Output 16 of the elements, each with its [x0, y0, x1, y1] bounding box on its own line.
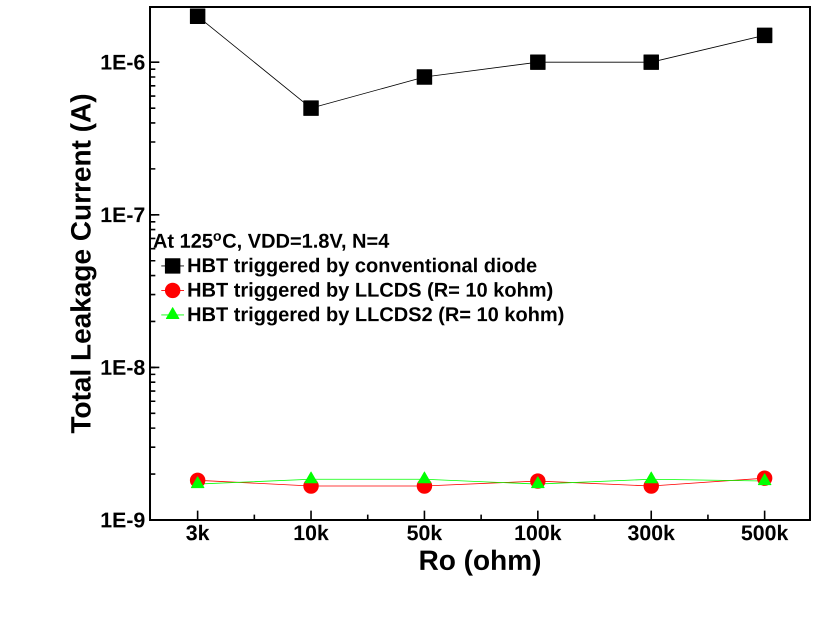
y-tick-label: 1E-8 — [102, 360, 145, 375]
y-tick-label: 1E-7 — [102, 207, 144, 222]
x-tick-label: 100k — [515, 524, 562, 540]
x-tick-label: 10k — [294, 524, 329, 540]
y-tick-label: 1E-6 — [102, 54, 145, 70]
legend-label: HBT triggered by conventional diode — [188, 258, 536, 276]
legend-title: At 125$^{o}$C, VDD=1.8V, N=4 — [153, 233, 390, 251]
x-tick-label: 50k — [407, 524, 442, 540]
x-tick-label: 500k — [742, 524, 788, 540]
x-tick-label: 300k — [628, 524, 675, 540]
x-axis-title: Ro (ohm) — [420, 550, 540, 576]
x-tick-label: 3k — [186, 524, 210, 540]
y-tick-label: 1E-9 — [102, 512, 144, 528]
legend-label: HBT triggered by LLCDS (R= 10 kohm) — [188, 282, 552, 301]
y-axis-title: Total Leakage Current (A) — [70, 94, 96, 434]
legend-label: HBT triggered by LLCDS2 (R= 10 kohm) — [188, 306, 564, 326]
